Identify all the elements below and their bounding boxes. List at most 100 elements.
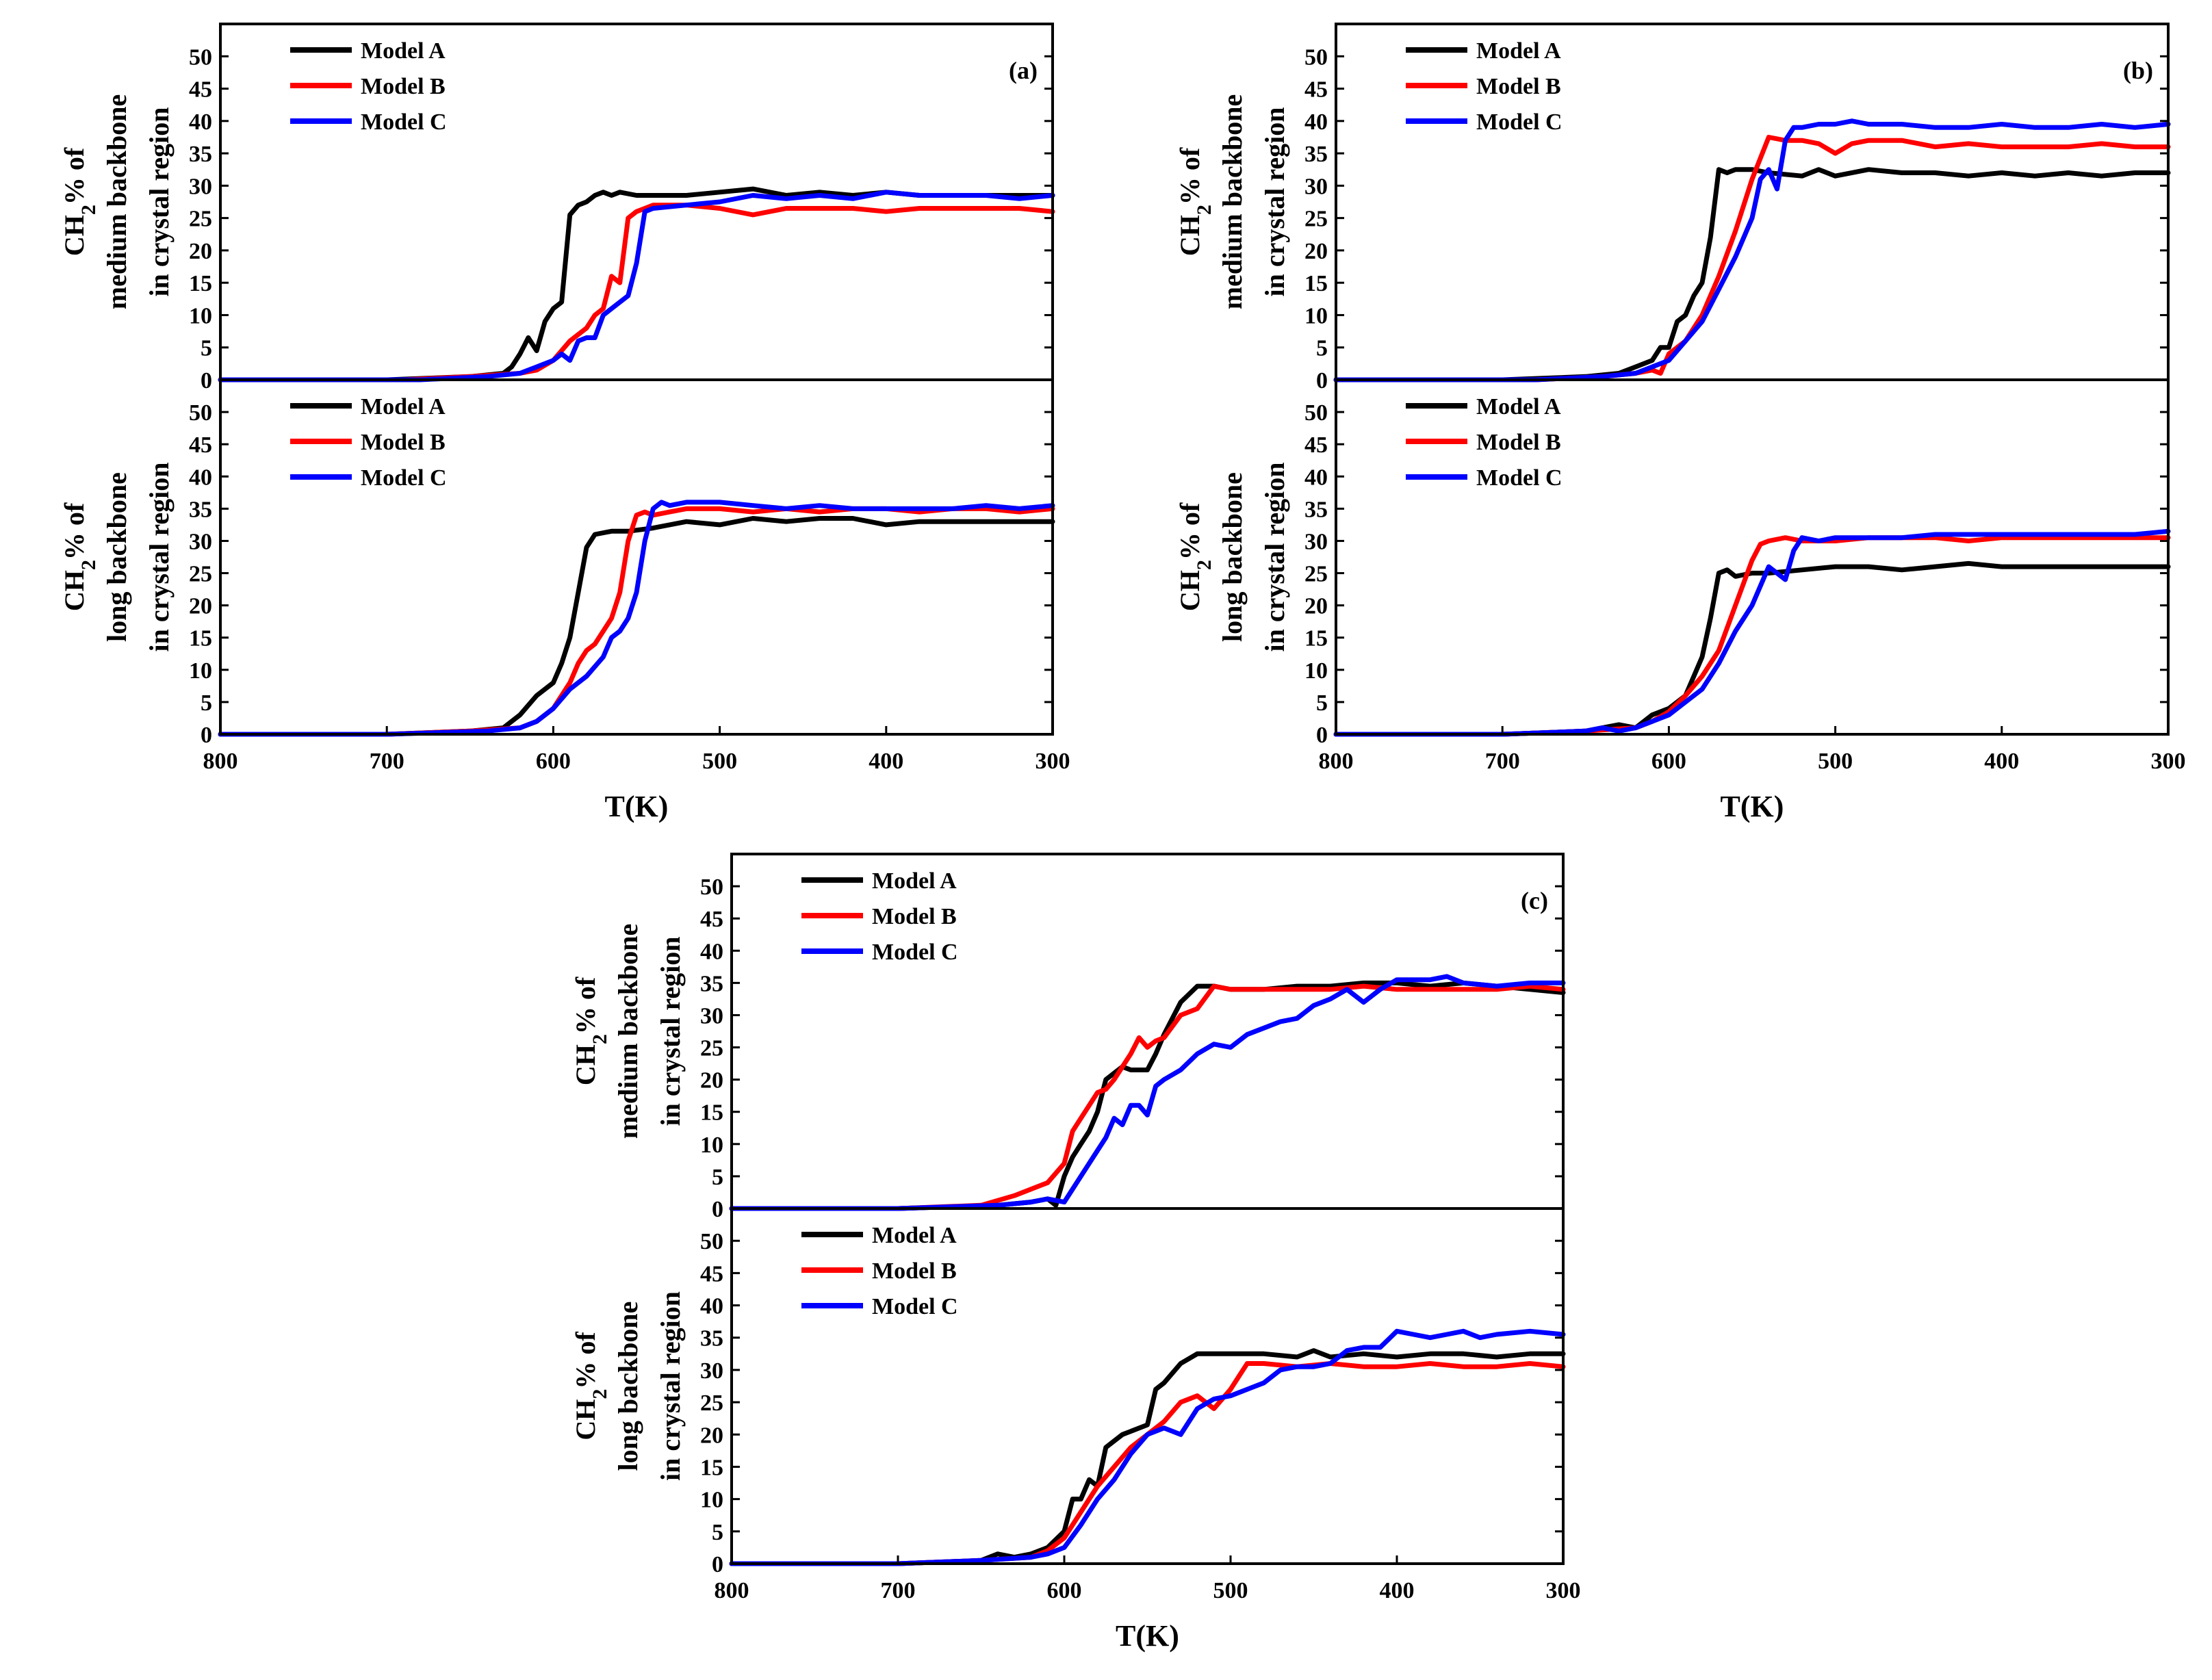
x-tick-label: 800 [203,749,238,774]
y-axis-label-line: CH2% of [570,977,611,1085]
plot-frame [219,378,1054,736]
y-tick-label: 25 [1304,562,1328,587]
legend-model-c: Model C [1406,465,1562,491]
y-tick-label: 35 [700,1326,723,1352]
series-line-model-b [218,203,1055,383]
y-tick-label: 45 [189,77,212,103]
series-line-model-c [729,974,1566,1211]
y-tick-label: 15 [1304,626,1328,651]
y-tick-label: 25 [189,207,212,232]
y-tick-label: 0 [712,1197,723,1222]
y-tick-label: 5 [712,1520,723,1545]
series-line-model-b [729,1361,1566,1566]
y-tick-label: 35 [189,142,212,167]
y-tick-label: 5 [1316,690,1328,716]
legend-model-a: Model A [1406,394,1561,419]
legend-model-a: Model A [290,394,446,419]
y-tick-label: 15 [189,626,212,651]
y-tick-label: 5 [201,336,212,361]
subplot-medium: 0 5 10 15 20 25 30 35 40 45 50 CH2% of medium backbo… [570,853,1566,1222]
y-tick-label: 40 [189,465,212,490]
legend-model-b: Model B [801,904,957,929]
y-tick-label: 45 [1304,432,1328,458]
y-tick-label: 5 [1316,336,1328,361]
y-tick-label: 30 [189,529,212,554]
series-line-model-b [1333,135,2171,383]
y-tick-label: 25 [189,562,212,587]
x-tick-label: 300 [2151,749,2186,774]
y-tick-label: 15 [1304,271,1328,296]
series-line-model-b [729,983,1566,1211]
legend-model-c: Model C [290,465,447,491]
x-tick-label: 500 [1213,1578,1248,1603]
y-tick-label: 45 [1304,77,1328,103]
legend-model-c: Model C [290,109,447,135]
x-tick-label: 500 [1818,749,1853,774]
plot-frame [730,853,1565,1210]
subplot-medium: 0 5 10 15 20 25 30 35 40 45 50 CH2% of medium backbo… [1174,23,2171,393]
legend-label: Model B [1476,430,1561,455]
y-axis-label-line: CH2% of [1174,502,1216,611]
y-tick-label: 20 [700,1423,723,1448]
y-tick-label: 30 [700,1358,723,1384]
series-line-model-a [729,980,1566,1211]
legend-model-b: Model B [1406,74,1561,99]
y-tick-label: 5 [712,1165,723,1190]
legend-label: Model C [361,465,447,491]
y-tick-label: 20 [189,594,212,619]
y-tick-label: 0 [201,723,212,748]
y-axis-label-line: medium backbone [101,94,132,310]
legend-model-c: Model C [1406,109,1562,135]
y-tick-label: 25 [700,1036,723,1061]
x-tick-label: 800 [715,1578,749,1603]
y-axis-label-line: CH2% of [570,1332,611,1440]
y-tick-label: 45 [700,907,723,932]
y-axis-label-line: long backbone [1217,472,1248,642]
y-tick-label: 20 [1304,239,1328,264]
legend-model-a: Model A [801,1223,957,1248]
series-line-model-c [729,1328,1566,1566]
y-tick-label: 50 [189,44,212,70]
y-axis-label-line: in crystal region [144,107,175,296]
legend-model-b: Model B [290,74,446,99]
legend-label: Model C [361,109,447,135]
legend-label: Model A [1476,38,1561,64]
y-tick-label: 15 [700,1100,723,1126]
subplot-medium: 0 5 10 15 20 25 30 35 40 45 50 CH2% of medium backbo… [59,23,1055,393]
y-tick-label: 40 [189,109,212,135]
y-tick-label: 30 [700,1003,723,1029]
x-tick-label: 400 [869,749,903,774]
y-tick-label: 40 [700,939,723,964]
legend-model-a: Model A [801,868,957,894]
legend-label: Model A [361,38,446,64]
y-tick-label: 50 [700,1229,723,1254]
y-tick-label: 45 [700,1261,723,1287]
x-axis-label: T(K) [1116,1619,1179,1653]
y-axis-label-line: CH2% of [59,502,100,611]
y-tick-label: 30 [1304,529,1328,554]
y-tick-label: 15 [700,1455,723,1480]
legend-model-a: Model A [1406,38,1561,64]
y-tick-label: 0 [1316,723,1328,748]
y-tick-label: 10 [1304,658,1328,684]
series-line-model-a [729,1348,1566,1566]
x-tick-label: 300 [1036,749,1070,774]
legend-label: Model B [361,430,446,455]
legend-model-b: Model B [290,430,446,455]
y-tick-label: 10 [1304,303,1328,328]
x-axis-label: T(K) [1721,790,1784,823]
legend-model-c: Model C [801,940,958,965]
y-tick-label: 40 [1304,109,1328,135]
y-axis-label-line: in crystal region [1259,462,1290,651]
y-axis-label-line: long backbone [613,1302,643,1471]
x-tick-label: 700 [1485,749,1520,774]
y-tick-label: 20 [700,1068,723,1094]
y-axis-label-line: in crystal region [655,936,686,1126]
y-axis-label-line: in crystal region [655,1291,686,1481]
legend-label: Model C [872,940,958,965]
legend-model-a: Model A [290,38,446,64]
y-tick-label: 30 [189,174,212,199]
y-tick-label: 25 [700,1391,723,1416]
